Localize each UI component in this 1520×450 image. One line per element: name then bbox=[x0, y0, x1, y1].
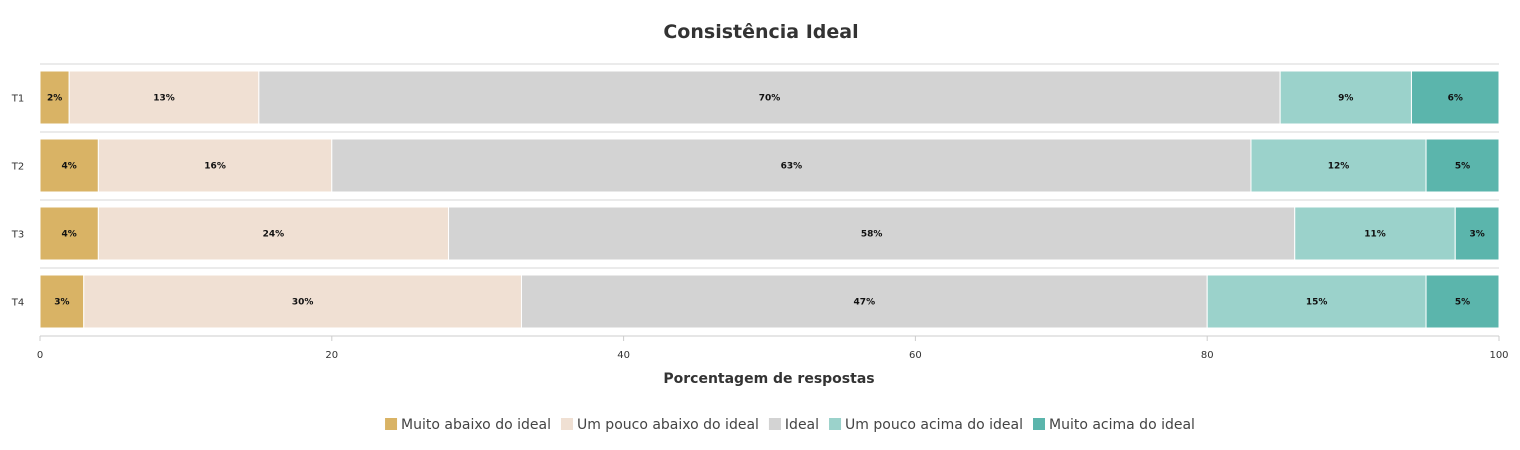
x-tick-label: 100 bbox=[1489, 350, 1508, 361]
bar-segment bbox=[39, 138, 99, 193]
data-label: 15% bbox=[1306, 298, 1328, 308]
bar-segment bbox=[1454, 206, 1500, 261]
data-label: 9% bbox=[1338, 94, 1353, 104]
data-label: 12% bbox=[1328, 162, 1350, 172]
bar-segment bbox=[1425, 274, 1500, 329]
category-label: T4 bbox=[11, 298, 24, 309]
category-axis: T1 T2 T3 T4 bbox=[11, 94, 24, 309]
legend: Muito abaixo do ideal Um pouco abaixo do … bbox=[385, 417, 1195, 433]
legend-label: Muito abaixo do ideal bbox=[401, 417, 551, 433]
data-label: 5% bbox=[1455, 298, 1470, 308]
data-label: 58% bbox=[861, 230, 883, 240]
bar-segment bbox=[1279, 70, 1412, 125]
bar-segment bbox=[520, 274, 1208, 329]
data-label: 70% bbox=[759, 94, 781, 104]
legend-label: Ideal bbox=[785, 417, 819, 433]
legend-label: Muito acima do ideal bbox=[1049, 417, 1195, 433]
data-label: 47% bbox=[854, 298, 876, 308]
data-label: 3% bbox=[54, 298, 69, 308]
category-label: T1 bbox=[11, 94, 24, 105]
category-bands bbox=[40, 63, 1499, 269]
data-label: 4% bbox=[62, 162, 77, 172]
bar-segment bbox=[1294, 206, 1456, 261]
legend-label: Um pouco acima do ideal bbox=[845, 417, 1023, 433]
bar-segment bbox=[68, 70, 260, 125]
data-label: 63% bbox=[781, 162, 803, 172]
data-label: 30% bbox=[292, 298, 314, 308]
legend-label: Um pouco abaixo do ideal bbox=[577, 417, 759, 433]
bar-segment bbox=[97, 206, 450, 261]
bar-segment bbox=[1250, 138, 1427, 193]
x-tick-label: 20 bbox=[325, 350, 338, 361]
legend-swatch bbox=[560, 418, 573, 430]
bar-segment bbox=[448, 206, 1296, 261]
bar-segment bbox=[39, 70, 70, 125]
bar-segment bbox=[258, 70, 1281, 125]
legend-swatch bbox=[829, 418, 842, 430]
category-label: T2 bbox=[11, 162, 24, 173]
chart-title: Consistência Ideal bbox=[663, 21, 858, 43]
bar-segment bbox=[1206, 274, 1427, 329]
data-labels: 2% 13% 70% 9% 6% 4% 16% 63% 12% 5% 4% 24% 58% 11% 3% 3%… bbox=[47, 94, 1485, 308]
legend-swatch bbox=[768, 418, 781, 430]
bar-segment bbox=[1425, 138, 1500, 193]
bars bbox=[39, 70, 1500, 329]
data-label: 3% bbox=[1469, 230, 1484, 240]
x-tick-label: 0 bbox=[37, 350, 43, 361]
x-axis-title: Porcentagem de respostas bbox=[663, 371, 874, 387]
data-label: 24% bbox=[263, 230, 285, 240]
x-tick-label: 40 bbox=[617, 350, 630, 361]
bar-segment bbox=[1410, 70, 1500, 125]
data-label: 4% bbox=[62, 230, 77, 240]
x-tick-label: 80 bbox=[1201, 350, 1214, 361]
data-label: 13% bbox=[153, 94, 175, 104]
data-label: 6% bbox=[1448, 94, 1463, 104]
x-axis: 0 20 40 60 80 100 bbox=[37, 336, 1509, 361]
legend-swatch bbox=[385, 418, 398, 430]
data-label: 16% bbox=[204, 162, 226, 172]
bar-segment bbox=[39, 206, 99, 261]
data-label: 11% bbox=[1364, 230, 1386, 240]
data-label: 2% bbox=[47, 94, 62, 104]
category-label: T3 bbox=[11, 230, 24, 241]
data-label: 5% bbox=[1455, 162, 1470, 172]
legend-swatch bbox=[1033, 418, 1045, 430]
x-tick-label: 60 bbox=[909, 350, 922, 361]
